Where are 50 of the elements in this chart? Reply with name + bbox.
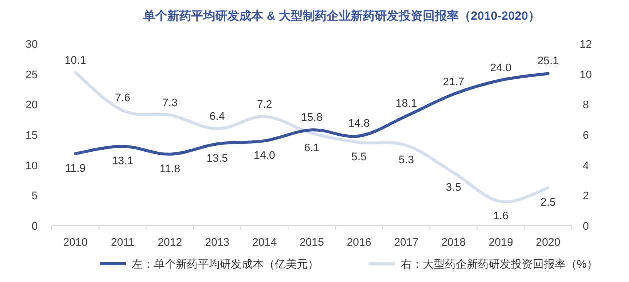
data-label: 14.0	[254, 150, 276, 162]
x-tick-label: 2013	[205, 237, 230, 249]
y-tick-label: 0	[32, 221, 38, 233]
data-label: 25.1	[538, 56, 560, 68]
y-tick-label: 20	[26, 100, 38, 112]
y2-tick-label: 12	[580, 39, 592, 51]
data-label: 21.7	[443, 76, 465, 88]
y2-tick-label: 6	[582, 130, 590, 142]
data-label: 13.5	[206, 153, 228, 166]
y2-tick-label: 0	[582, 221, 590, 233]
data-label: 7.6	[115, 92, 131, 105]
x-tick-label: 2018	[442, 237, 466, 249]
x-tick-label: 2016	[347, 237, 372, 249]
data-label: 7.3	[162, 97, 178, 110]
x-tick-label: 2010	[63, 237, 88, 249]
title: 单个新药平均研发成本 & 大型制药企业新药研发投资回报率（2010-2020）	[144, 9, 540, 23]
data-label: 7.2	[257, 98, 272, 111]
y2-tick-label: 8	[582, 100, 590, 112]
data-label: 13.1	[112, 156, 134, 168]
data-label: 5.3	[398, 154, 414, 167]
data-label: 5.5	[352, 152, 367, 164]
x-tick-label: 2011	[111, 237, 135, 249]
x-tick-label: 2014	[252, 237, 277, 249]
data-label: 1.6	[493, 210, 509, 223]
data-label: 24.0	[490, 62, 512, 74]
x-tick-label: 2017	[394, 237, 419, 249]
data-label: 3.5	[446, 182, 462, 194]
x-tick-label: 2020	[536, 237, 561, 249]
x-tick-label: 2012	[158, 237, 182, 249]
y-tick-label: 30	[26, 39, 38, 51]
data-label: 10.1	[64, 54, 86, 67]
data-label: 15.8	[301, 112, 323, 124]
y2-tick-label: 2	[582, 190, 590, 203]
data-label: 11.8	[160, 163, 180, 176]
data-label: 6.4	[210, 110, 226, 123]
data-label: 6.1	[304, 142, 320, 154]
y-tick-label: 25	[26, 69, 38, 82]
legend-label: 左：单个新药平均研发成本（亿美元）	[132, 258, 319, 271]
y-tick-label: 10	[26, 160, 38, 172]
legend-label: 右：大型药企新药研发投资回报率（%）	[401, 258, 598, 271]
x-tick-label: 2019	[488, 237, 514, 249]
y-tick-label: 5	[32, 190, 38, 203]
data-label: 14.8	[348, 118, 370, 130]
data-label: 11.9	[65, 162, 86, 175]
y2-tick-label: 10	[580, 69, 592, 82]
y-tick-label: 15	[26, 130, 38, 142]
y2-tick-label: 4	[582, 160, 590, 172]
data-label: 18.1	[396, 98, 418, 110]
x-tick-label: 2015	[300, 237, 324, 249]
data-label: 2.5	[540, 197, 556, 210]
